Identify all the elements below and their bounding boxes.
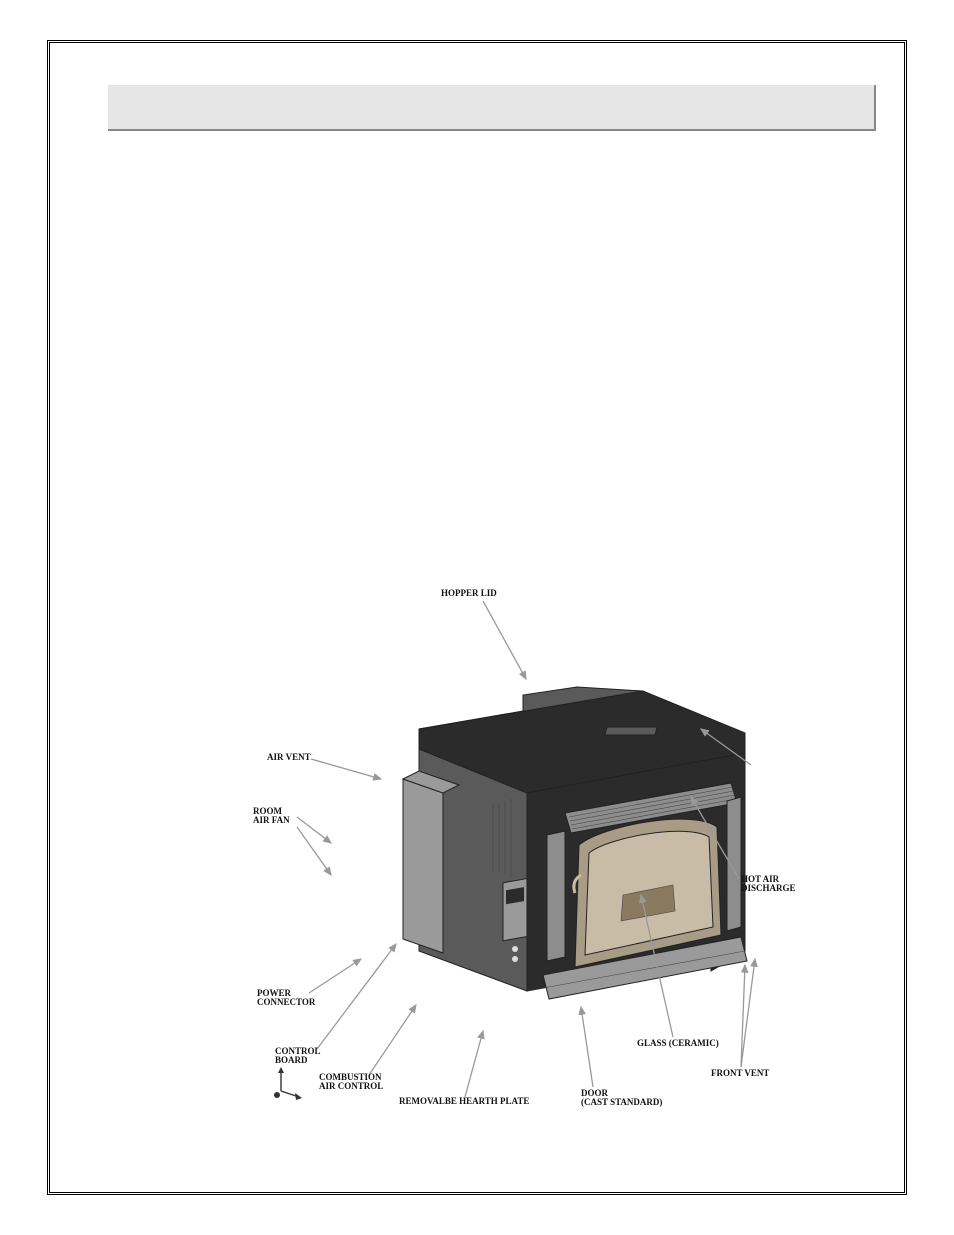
arrow-room-air-fan	[297, 817, 331, 843]
arrow-combustion	[369, 1005, 416, 1075]
label-control-board: CONTROL BOARD	[275, 1047, 321, 1066]
page-frame: HOPPER LID AIR VENT ROOM AIR FAN POWER C…	[47, 40, 907, 1195]
arrow-control-board	[317, 944, 396, 1049]
label-glass: GLASS (CERAMIC)	[637, 1039, 719, 1048]
arrow-air-vent	[311, 759, 381, 779]
page: HOPPER LID AIR VENT ROOM AIR FAN POWER C…	[0, 0, 954, 1235]
label-air-vent: AIR VENT	[267, 753, 311, 762]
arrow-power-connector	[309, 959, 361, 993]
label-removable-hearth-plate: REMOVALBE HEARTH PLATE	[399, 1097, 529, 1106]
label-door: DOOR (CAST STANDARD)	[581, 1089, 662, 1108]
label-power-connector: POWER CONNECTOR	[257, 989, 315, 1008]
arrow-glass	[641, 895, 673, 1037]
diagram: HOPPER LID AIR VENT ROOM AIR FAN POWER C…	[221, 589, 789, 1119]
label-hopper-lid: HOPPER LID	[441, 589, 497, 598]
label-hot-air-discharge: HOT AIR DISCHARGE	[741, 875, 796, 894]
arrow-hearth-plate	[465, 1031, 483, 1097]
arrow-hopper-lid-side	[701, 729, 751, 765]
arrow-door	[581, 1007, 593, 1087]
label-room-air-fan: ROOM AIR FAN	[253, 807, 290, 826]
arrow-hopper-lid	[483, 601, 526, 679]
label-front-vent: FRONT VENT	[711, 1069, 769, 1078]
page-content: HOPPER LID AIR VENT ROOM AIR FAN POWER C…	[56, 49, 898, 1186]
arrow-hot-air	[691, 797, 739, 879]
arrow-room-air-fan-2	[297, 827, 331, 875]
label-combustion-air-control: COMBUSTION AIR CONTROL	[319, 1073, 383, 1092]
banner	[108, 85, 876, 131]
